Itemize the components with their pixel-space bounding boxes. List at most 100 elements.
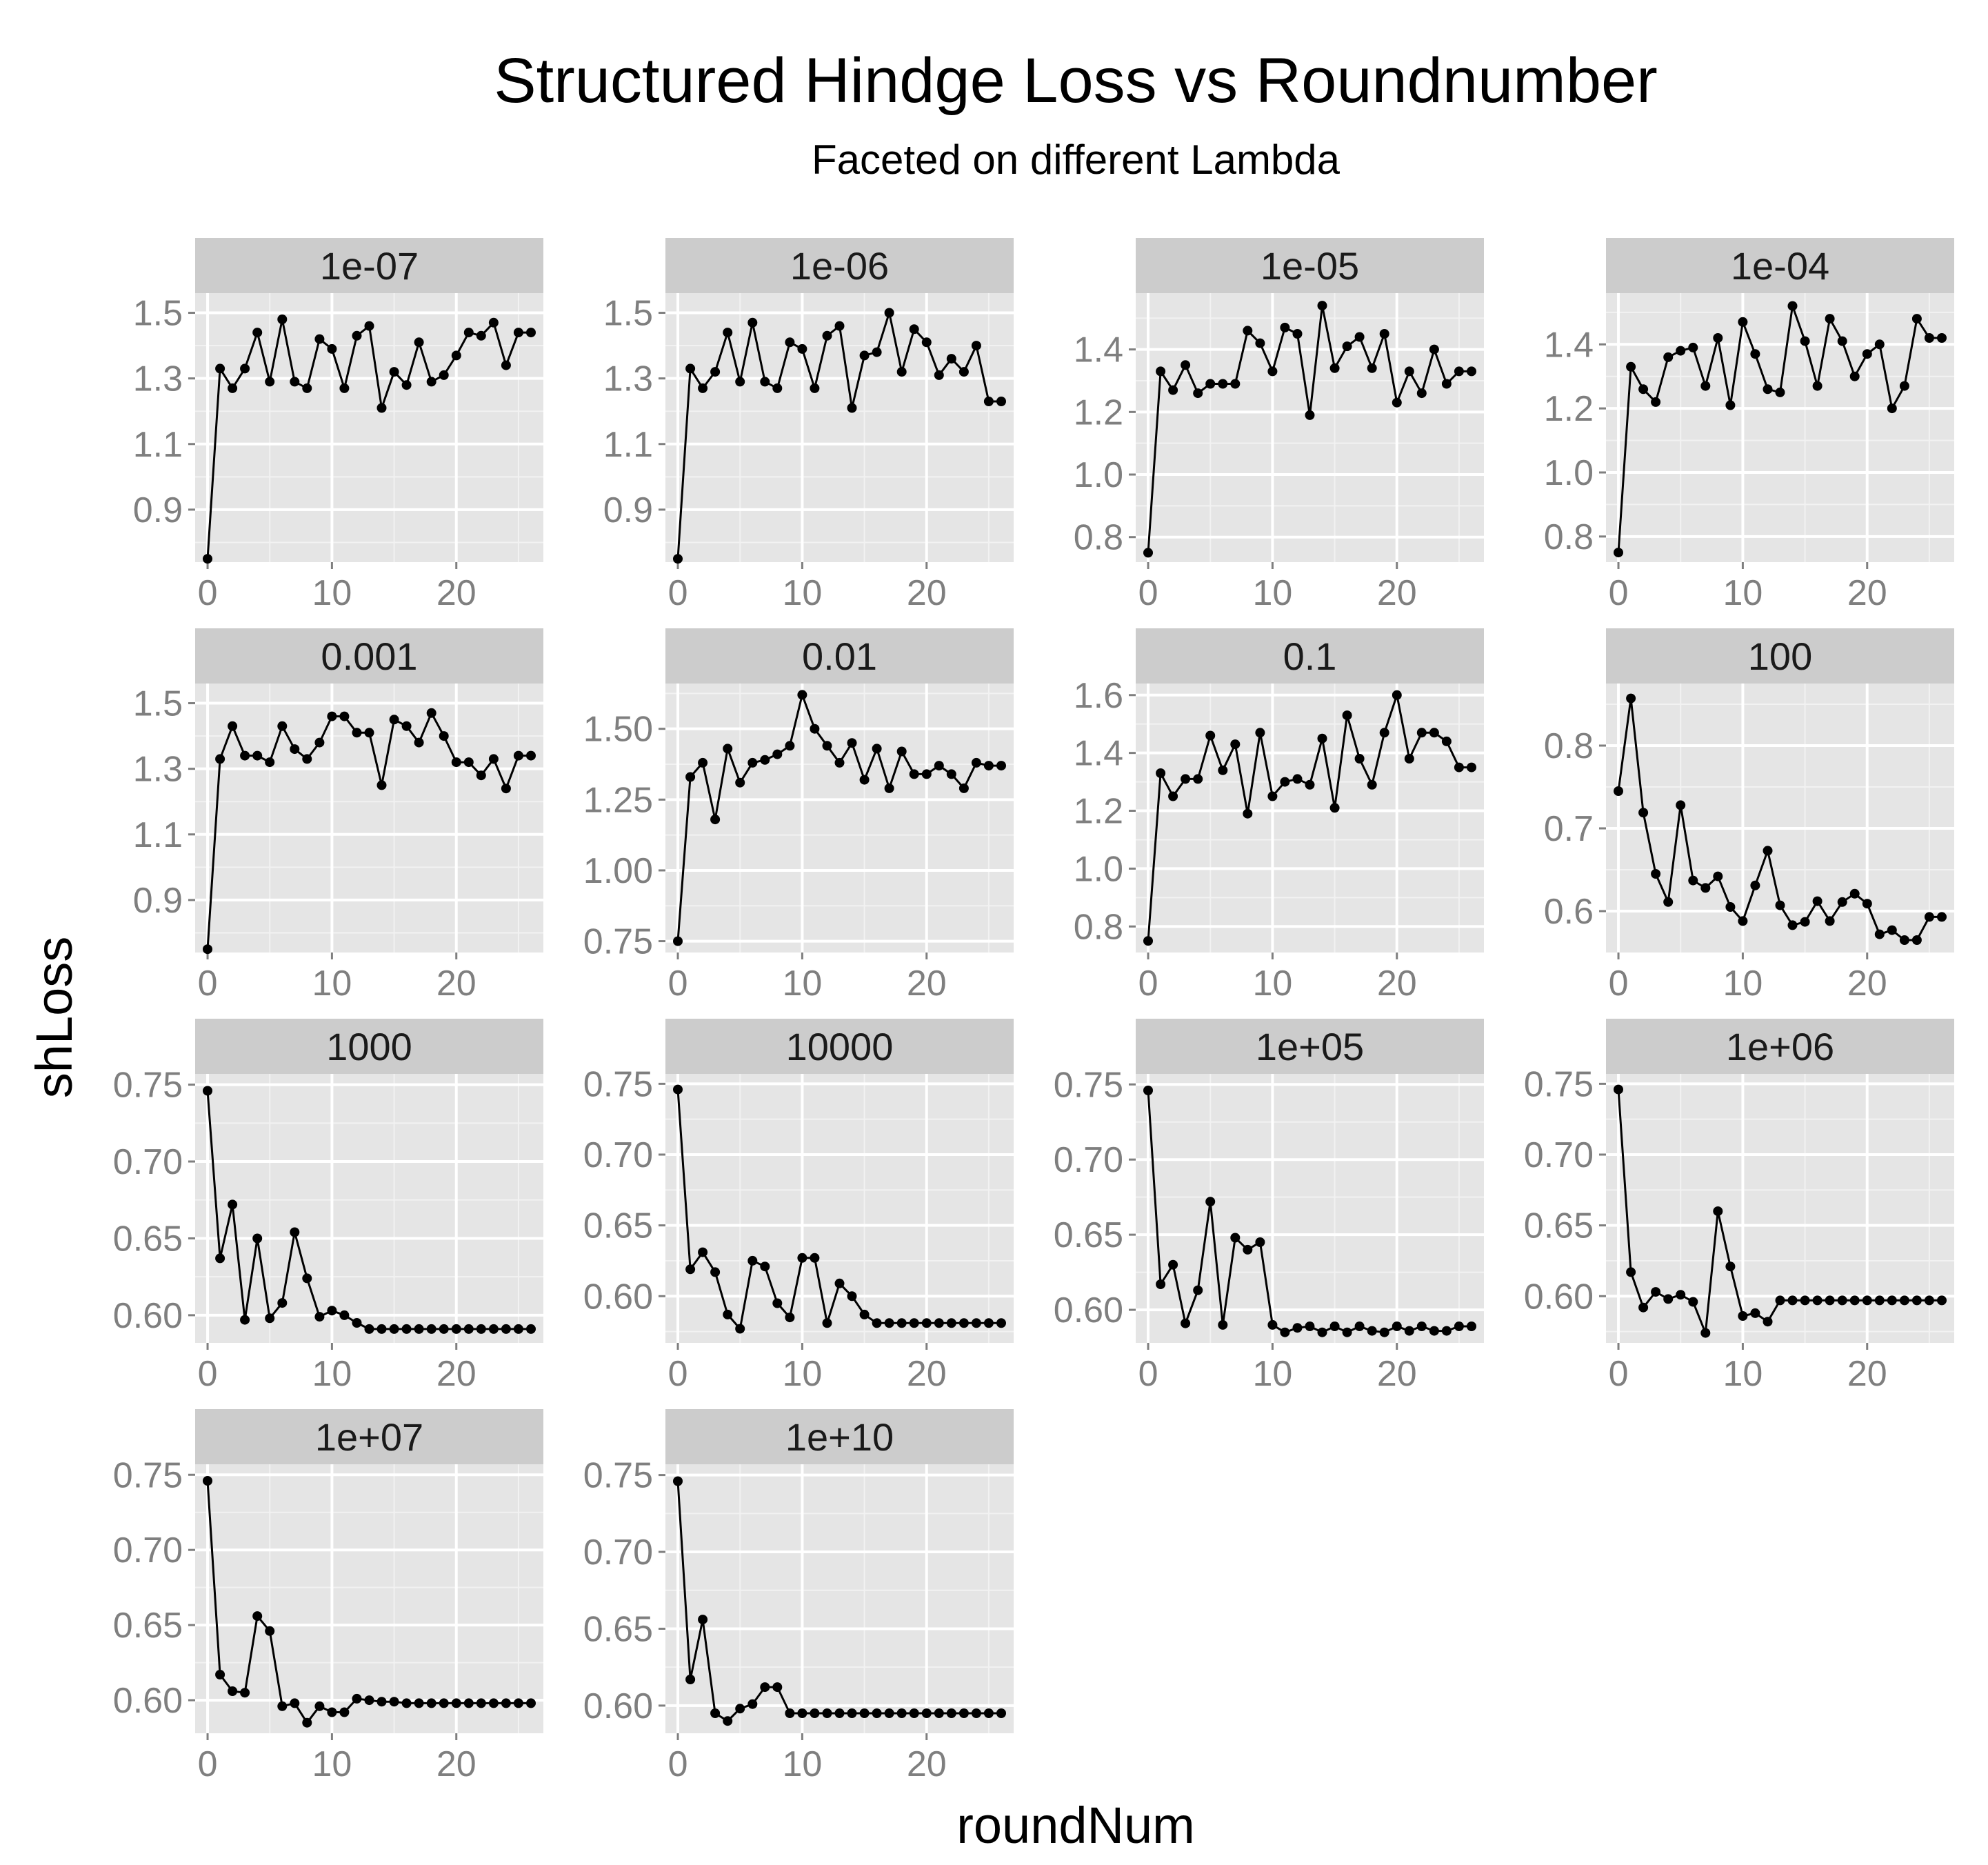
- y-tick-label: 1.1: [603, 425, 653, 465]
- data-point: [1354, 332, 1365, 342]
- x-tick-label: 20: [1377, 1354, 1417, 1394]
- y-axis-label: shLoss: [26, 937, 83, 1098]
- data-point: [847, 1708, 857, 1718]
- data-point: [1392, 1322, 1402, 1331]
- data-point: [290, 377, 300, 387]
- y-tick-label: 0.70: [113, 1142, 183, 1182]
- data-point: [476, 1698, 486, 1708]
- data-point: [1367, 1326, 1377, 1336]
- x-tick-label: 0: [1138, 964, 1158, 1004]
- data-point: [401, 721, 412, 731]
- data-point: [1243, 808, 1253, 819]
- data-point: [426, 1324, 436, 1334]
- data-point: [1750, 1308, 1760, 1318]
- data-point: [401, 380, 412, 390]
- facet-strip: [1606, 238, 1954, 293]
- data-point: [1404, 366, 1414, 377]
- data-point: [1193, 1285, 1203, 1295]
- data-point: [203, 1086, 212, 1096]
- data-point: [1416, 1322, 1427, 1331]
- data-point: [1218, 1319, 1228, 1330]
- data-point: [314, 1701, 325, 1711]
- facet-panel: [195, 1074, 543, 1343]
- data-point: [1849, 888, 1860, 899]
- data-point: [376, 780, 387, 790]
- data-point: [1663, 352, 1674, 362]
- y-tick-label: 0.65: [113, 1219, 183, 1259]
- data-point: [884, 1708, 894, 1718]
- data-point: [958, 367, 969, 377]
- data-point: [884, 1318, 894, 1328]
- x-tick-label: 10: [312, 1744, 352, 1784]
- data-point: [339, 1310, 350, 1320]
- x-tick-label: 20: [907, 573, 947, 613]
- x-tick-label: 20: [1377, 964, 1417, 1004]
- data-point: [1837, 1295, 1847, 1306]
- data-point: [1292, 774, 1303, 784]
- y-tick-label: 0.9: [133, 490, 183, 530]
- facet-strip: [1606, 628, 1954, 684]
- data-point: [760, 1261, 770, 1272]
- data-point: [1342, 341, 1352, 352]
- x-tick-label: 0: [198, 1354, 218, 1394]
- data-point: [971, 341, 981, 351]
- data-point: [958, 1318, 969, 1328]
- facet-strip-label: 0.01: [802, 635, 877, 678]
- data-point: [971, 1708, 981, 1718]
- data-point: [1899, 935, 1909, 945]
- x-tick-label: 0: [668, 964, 688, 1004]
- data-point: [327, 711, 337, 721]
- data-point: [983, 761, 994, 771]
- data-point: [996, 761, 1006, 771]
- x-tick-label: 20: [436, 964, 476, 1004]
- data-point: [1267, 366, 1278, 377]
- data-point: [476, 1324, 486, 1334]
- data-point: [1812, 381, 1823, 391]
- data-point: [1725, 1261, 1736, 1272]
- data-point: [439, 1324, 449, 1334]
- data-point: [376, 1324, 387, 1334]
- facet-1e+05: 1e+05 0 10 20 0.60 0.65 0.70 0.75: [1054, 1019, 1484, 1394]
- facet-0.01: 0.01 0 10 20 0.75 1.00 1.25 1.50: [583, 628, 1014, 1004]
- x-tick-label: 0: [668, 1744, 688, 1784]
- y-tick-label: 0.8: [1544, 726, 1594, 766]
- facet-strip: [1136, 1019, 1484, 1074]
- x-tick-label: 0: [1138, 1354, 1158, 1394]
- x-tick-label: 10: [1252, 573, 1292, 613]
- data-point: [1280, 777, 1290, 787]
- data-point: [463, 1698, 474, 1708]
- data-point: [797, 1708, 807, 1718]
- x-tick-label: 0: [668, 1354, 688, 1394]
- data-point: [252, 1611, 263, 1622]
- data-point: [215, 363, 225, 374]
- data-point: [414, 1324, 424, 1334]
- data-point: [971, 1318, 981, 1328]
- data-point: [1305, 1322, 1315, 1331]
- data-point: [265, 1313, 275, 1324]
- x-tick-label: 20: [1847, 964, 1887, 1004]
- x-tick-label: 10: [782, 573, 822, 613]
- x-tick-label: 10: [1252, 1354, 1292, 1394]
- facet-strip-label: 0.001: [321, 635, 417, 678]
- data-point: [1775, 387, 1785, 397]
- facet-grid: 1e-07 0 10 20 0.9 1.1 1.3 1.5 1e-06 0 10 20 0.9 1.1 1.…: [113, 238, 1954, 1784]
- data-point: [810, 1253, 820, 1263]
- data-point: [1429, 344, 1439, 355]
- chart-subtitle: Faceted on different Lambda: [812, 137, 1341, 183]
- y-tick-label: 1.3: [603, 359, 653, 399]
- data-point: [772, 1682, 783, 1693]
- data-point: [1143, 936, 1153, 946]
- data-point: [1874, 929, 1885, 939]
- data-point: [1651, 869, 1661, 879]
- y-tick-label: 0.70: [1524, 1135, 1594, 1175]
- data-point: [1812, 896, 1823, 906]
- data-point: [785, 337, 795, 348]
- data-point: [1441, 736, 1452, 746]
- data-point: [1937, 333, 1947, 343]
- data-point: [1156, 1279, 1166, 1289]
- data-point: [872, 347, 882, 357]
- data-point: [1887, 1295, 1897, 1306]
- data-point: [1911, 1295, 1922, 1306]
- facet-strip-label: 1e-07: [320, 244, 419, 288]
- x-tick-label: 0: [198, 1744, 218, 1784]
